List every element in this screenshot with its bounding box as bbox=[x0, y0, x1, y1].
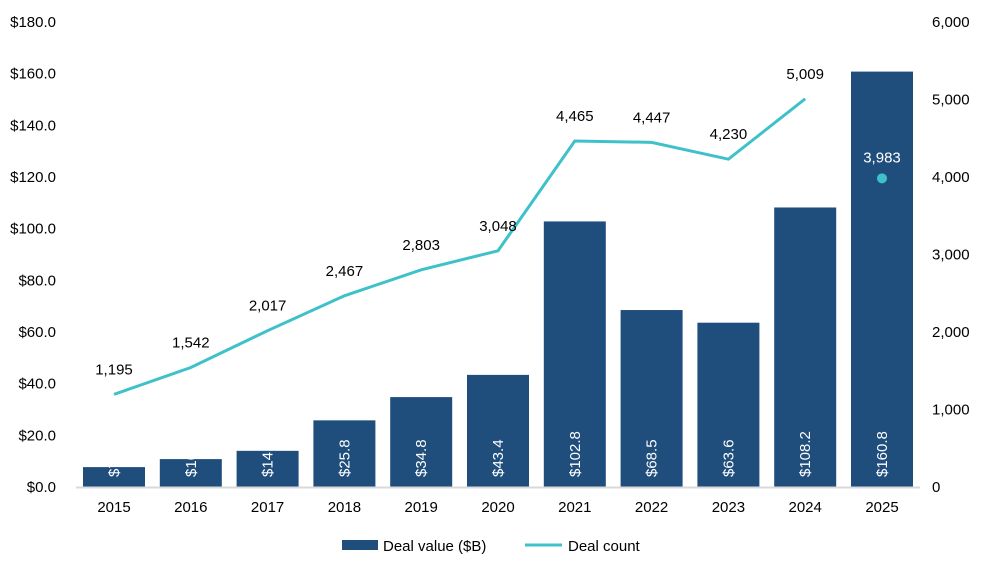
deal-count-label: 4,230 bbox=[710, 126, 748, 143]
y-left-tick-label: $40.0 bbox=[18, 376, 56, 393]
bar-value-label: $25.8 bbox=[336, 439, 353, 477]
bar-value-label: $108.2 bbox=[797, 431, 814, 477]
y-left-tick-label: $180.0 bbox=[10, 14, 56, 31]
x-tick-label: 2016 bbox=[174, 499, 207, 516]
deal-count-marker bbox=[877, 173, 887, 184]
x-tick-label: 2023 bbox=[712, 499, 745, 516]
bar-value-label: $14.0 bbox=[260, 439, 277, 477]
y-right-tick-label: 0 bbox=[932, 479, 940, 496]
y-left-tick-label: $60.0 bbox=[18, 324, 56, 341]
y-right-tick-label: 3,000 bbox=[932, 247, 970, 264]
bar-value-label: $10.8 bbox=[183, 439, 200, 477]
legend-label-deal-count: Deal count bbox=[568, 538, 641, 555]
bar-2017 bbox=[236, 450, 299, 487]
x-tick-label: 2015 bbox=[97, 499, 130, 516]
x-tick-label: 2024 bbox=[789, 499, 822, 516]
deal-count-label: 2,017 bbox=[249, 298, 287, 315]
y-right-tick-label: 1,000 bbox=[932, 402, 970, 419]
legend-label-deal-value: Deal value ($B) bbox=[383, 538, 486, 555]
bar-2016 bbox=[159, 459, 222, 487]
bar-2018 bbox=[313, 420, 376, 487]
deal-count-label: 2,467 bbox=[326, 263, 364, 280]
bar-value-label: $160.8 bbox=[874, 431, 891, 477]
deal-count-label: 1,195 bbox=[95, 361, 133, 378]
y-right-tick-label: 5,000 bbox=[932, 92, 970, 109]
bar-2025 bbox=[851, 71, 913, 487]
deal-count-label: 5,009 bbox=[786, 66, 824, 83]
bar-2020 bbox=[467, 374, 529, 487]
deal-count-line bbox=[113, 97, 807, 396]
y-left-tick-label: $0.0 bbox=[27, 479, 56, 496]
bar-2019 bbox=[390, 397, 453, 487]
bar-2015 bbox=[83, 467, 145, 487]
y-left-tick-label: $160.0 bbox=[10, 66, 56, 83]
bar-2022 bbox=[620, 310, 683, 487]
bar-value-label: $102.8 bbox=[567, 431, 584, 477]
deal-count-label: 4,465 bbox=[556, 108, 594, 125]
x-tick-label: 2019 bbox=[405, 499, 438, 516]
x-tick-label: 2020 bbox=[481, 499, 514, 516]
deal-count-label: 3,048 bbox=[479, 218, 517, 235]
bar-value-label: $68.5 bbox=[644, 439, 661, 477]
bar-2021 bbox=[543, 221, 606, 487]
y-right-tick-label: 6,000 bbox=[932, 14, 970, 31]
legend-swatch-deal-value bbox=[342, 540, 378, 550]
y-left-tick-label: $120.0 bbox=[10, 169, 56, 186]
y-left-tick-label: $80.0 bbox=[18, 272, 56, 289]
x-tick-label: 2017 bbox=[251, 499, 284, 516]
bar-value-label: $43.4 bbox=[490, 439, 507, 477]
deal-count-label: 3,983 bbox=[863, 149, 901, 166]
y-left-tick-label: $140.0 bbox=[10, 117, 56, 134]
bar-2023 bbox=[697, 322, 760, 487]
bar-value-label: $63.6 bbox=[720, 439, 737, 477]
bar-2024 bbox=[774, 207, 837, 487]
x-tick-label: 2021 bbox=[558, 499, 591, 516]
x-tick-label: 2025 bbox=[865, 499, 898, 516]
y-right-tick-label: 4,000 bbox=[932, 169, 970, 186]
x-tick-label: 2018 bbox=[328, 499, 361, 516]
x-tick-label: 2022 bbox=[635, 499, 668, 516]
y-left-tick-label: $20.0 bbox=[18, 427, 56, 444]
bar-value-label: $7.7 bbox=[106, 448, 123, 477]
deal-count-label: 4,447 bbox=[633, 109, 671, 126]
deal-count-label: 1,542 bbox=[172, 334, 210, 351]
y-right-tick-label: 2,000 bbox=[932, 324, 970, 341]
deal-count-label: 2,803 bbox=[402, 237, 440, 254]
bar-value-label: $34.8 bbox=[413, 439, 430, 477]
y-left-tick-label: $100.0 bbox=[10, 221, 56, 238]
